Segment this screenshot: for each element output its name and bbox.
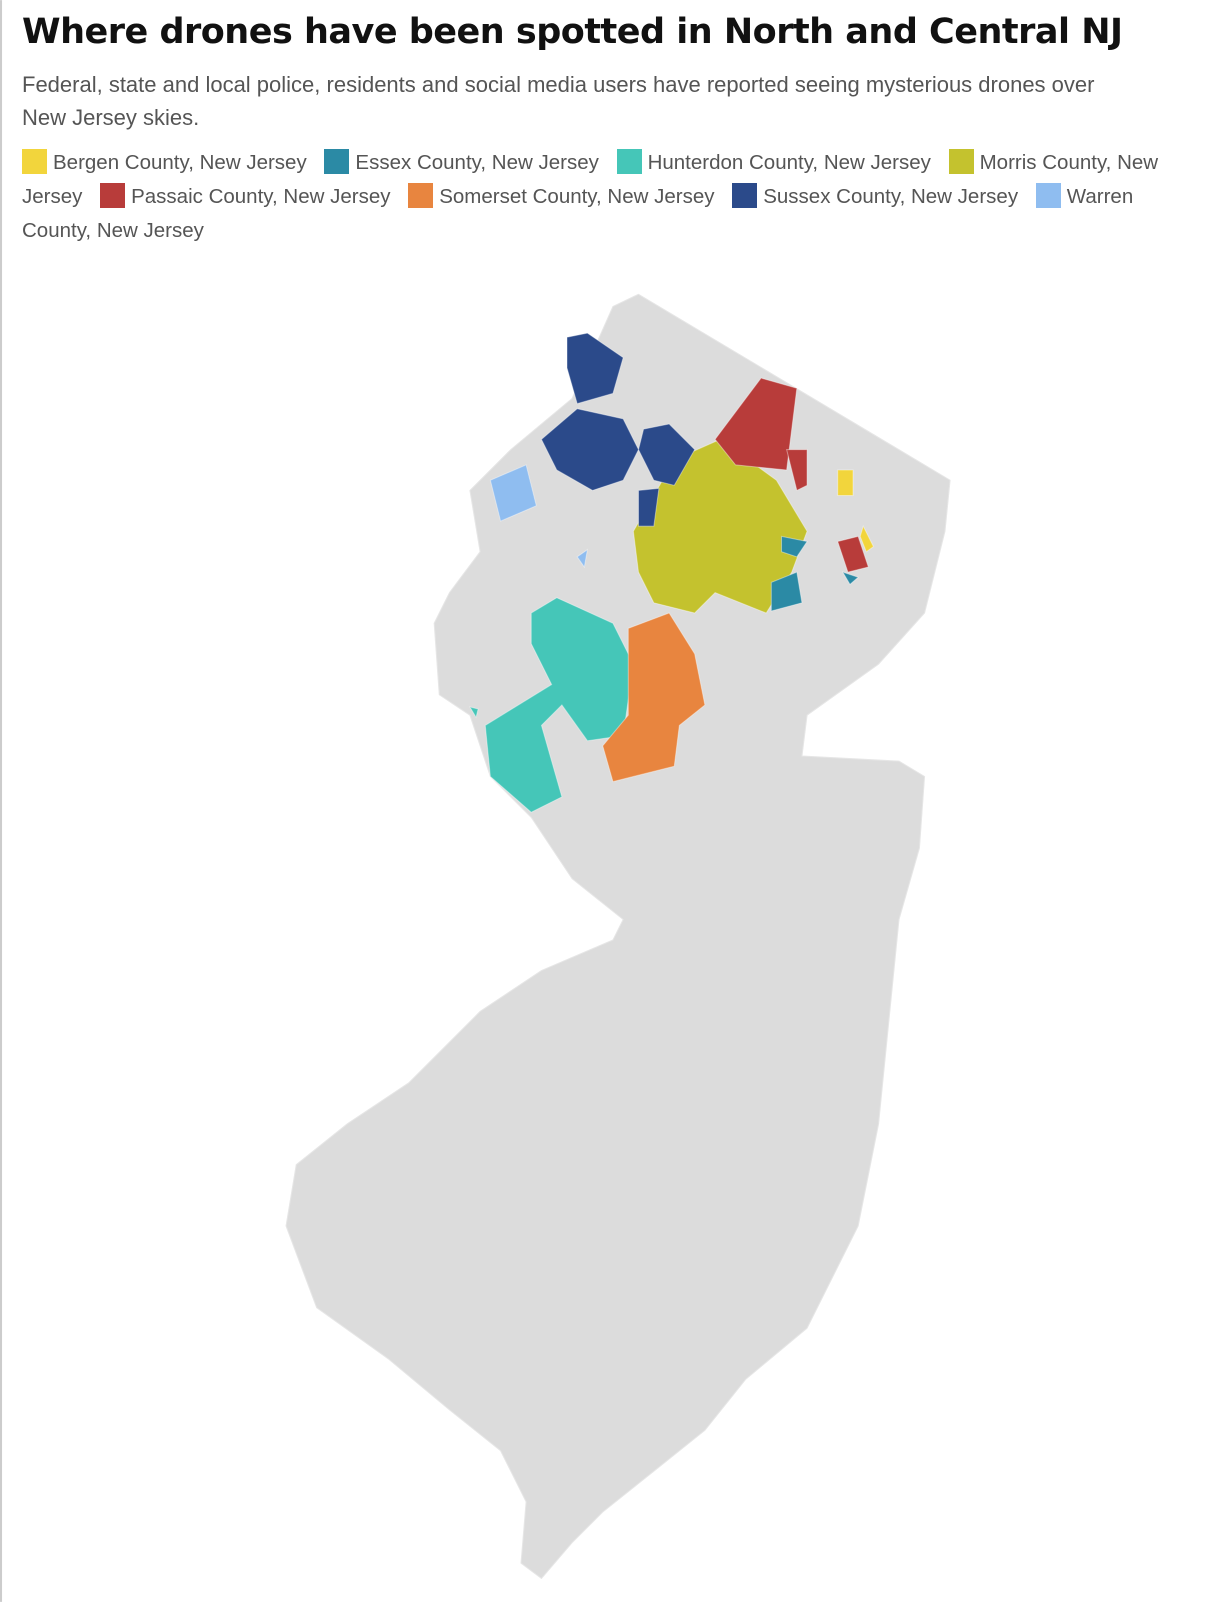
county-region bbox=[540, 408, 640, 491]
county-region bbox=[770, 571, 803, 612]
legend-item: Somerset County, New Jersey bbox=[408, 183, 715, 208]
county-region bbox=[841, 571, 860, 586]
county-region bbox=[714, 377, 798, 471]
legend-swatch bbox=[616, 149, 642, 174]
county-region bbox=[785, 449, 808, 492]
subtitle: Federal, state and local police, residen… bbox=[22, 72, 1095, 130]
county-region bbox=[637, 423, 696, 486]
legend-swatch bbox=[100, 183, 126, 208]
county-region bbox=[566, 332, 624, 405]
legend-swatch bbox=[324, 149, 350, 174]
legend-label: Morris County, New Jersey bbox=[22, 151, 1159, 208]
county-region bbox=[859, 524, 875, 553]
legend-swatch bbox=[948, 149, 974, 174]
legend-swatch bbox=[1035, 183, 1061, 208]
county-regions bbox=[468, 332, 875, 813]
legend-swatch bbox=[22, 149, 47, 174]
title: Where drones have been spotted in North … bbox=[22, 12, 1123, 52]
legend-item: Essex County, New Jersey bbox=[324, 149, 599, 174]
new-jersey-outline bbox=[285, 293, 951, 1580]
legend-item: Morris County, New Jersey bbox=[22, 149, 1159, 208]
header: Where drones have been spotted in North … bbox=[22, 12, 1202, 248]
county-region bbox=[468, 706, 479, 719]
legend-item: Passaic County, New Jersey bbox=[100, 183, 391, 208]
legend: Bergen County, New Jersey Essex County, … bbox=[22, 146, 1182, 248]
county-region bbox=[602, 612, 706, 783]
county-region bbox=[637, 487, 660, 527]
legend-item: Bergen County, New Jersey bbox=[22, 149, 307, 174]
legend-label: Bergen County, New Jersey bbox=[53, 151, 307, 174]
county-region bbox=[484, 597, 634, 813]
county-region bbox=[781, 535, 808, 558]
county-region bbox=[576, 548, 589, 569]
legend-label: Hunterdon County, New Jersey bbox=[647, 151, 931, 174]
legend-item: Hunterdon County, New Jersey bbox=[616, 149, 931, 174]
legend-label: Sussex County, New Jersey bbox=[763, 185, 1019, 208]
legend-swatch bbox=[408, 183, 434, 208]
legend-item: Sussex County, New Jersey bbox=[732, 183, 1019, 208]
legend-swatch bbox=[732, 183, 758, 208]
county-region bbox=[837, 469, 854, 497]
county-region bbox=[837, 535, 870, 573]
county-region bbox=[489, 464, 537, 522]
legend-label: Essex County, New Jersey bbox=[355, 151, 599, 174]
legend-item: Warren County, New Jersey bbox=[22, 183, 1134, 242]
legend-label: Somerset County, New Jersey bbox=[439, 185, 715, 208]
legend-label: Warren County, New Jersey bbox=[22, 185, 1134, 242]
legend-label: Passaic County, New Jersey bbox=[131, 185, 391, 208]
